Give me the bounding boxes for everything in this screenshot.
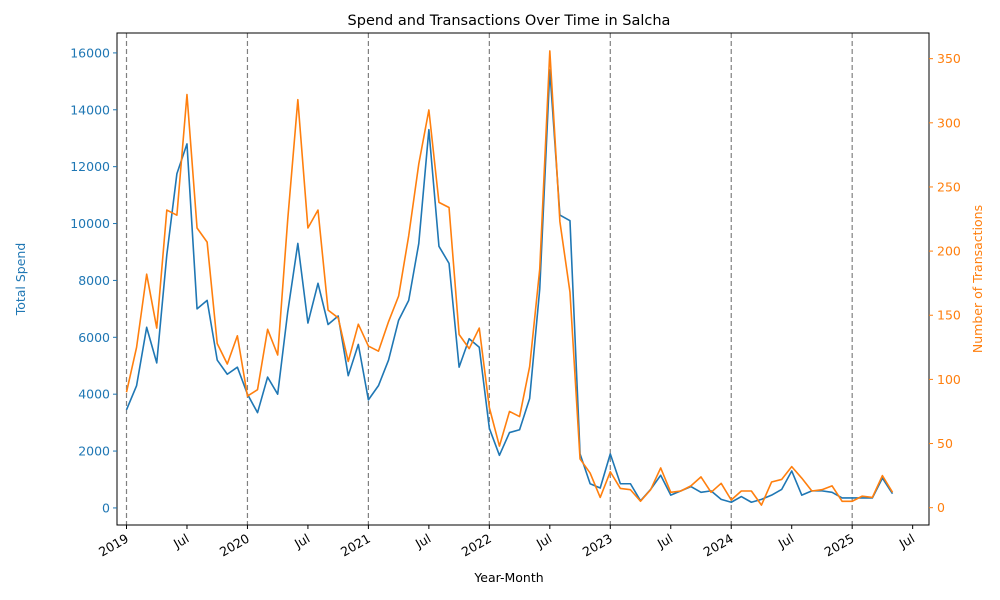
right-y-axis-label: Number of Transactions (970, 205, 985, 353)
x-tick-label: Jul (775, 531, 796, 552)
x-tick-label: Jul (896, 531, 917, 552)
right-tick-label: 250 (937, 179, 961, 194)
left-tick-label: 10000 (70, 216, 110, 231)
left-tick-label: 4000 (78, 387, 110, 402)
x-tick-label: 2023 (580, 531, 615, 560)
right-tick-label: 200 (937, 244, 961, 259)
left-tick-label: 14000 (70, 102, 110, 117)
left-tick-label: 8000 (78, 273, 110, 288)
left-tick-label: 12000 (70, 159, 110, 174)
x-tick-label: 2025 (822, 531, 857, 560)
x-tick-label: Jul (291, 531, 312, 552)
left-tick-label: 16000 (70, 45, 110, 60)
right-tick-label: 0 (937, 500, 945, 515)
right-tick-label: 350 (937, 51, 961, 66)
left-y-axis-label: Total Spend (13, 243, 28, 317)
x-tick-label: 2019 (96, 531, 131, 560)
x-axis: 2019 Jul 2020 Jul 2021 Jul 2022 Jul 2023 Jul 2024 J… (96, 525, 917, 560)
left-tick-label: 2000 (78, 444, 110, 459)
x-tick-label: 2022 (459, 531, 494, 560)
plot-frame (116, 32, 930, 526)
right-tick-label: 150 (937, 308, 961, 323)
right-tick-label: 100 (937, 372, 961, 387)
left-y-axis: 0 2000 4000 6000 8000 10000 12000 14000 16000 (70, 45, 117, 515)
chart-title: Spend and Transactions Over Time in Salc… (348, 13, 671, 29)
spend-series-line (125, 69, 894, 504)
transactions-series-line (125, 50, 894, 506)
x-tick-label: 2021 (338, 531, 373, 560)
plot-area (125, 33, 894, 525)
x-tick-label: 2020 (217, 531, 252, 560)
x-tick-label: Jul (170, 531, 191, 552)
x-axis-label: Year-Month (473, 570, 543, 585)
right-y-axis: 0 50 100 150 200 250 300 350 (929, 51, 961, 515)
right-tick-label: 50 (937, 436, 953, 451)
right-tick-label: 300 (937, 115, 961, 130)
left-tick-label: 6000 (78, 330, 110, 345)
x-tick-label: Jul (412, 531, 433, 552)
x-tick-label: 2024 (701, 531, 736, 560)
left-tick-label: 0 (102, 500, 110, 515)
x-tick-label: Jul (654, 531, 675, 552)
x-tick-label: Jul (533, 531, 554, 552)
